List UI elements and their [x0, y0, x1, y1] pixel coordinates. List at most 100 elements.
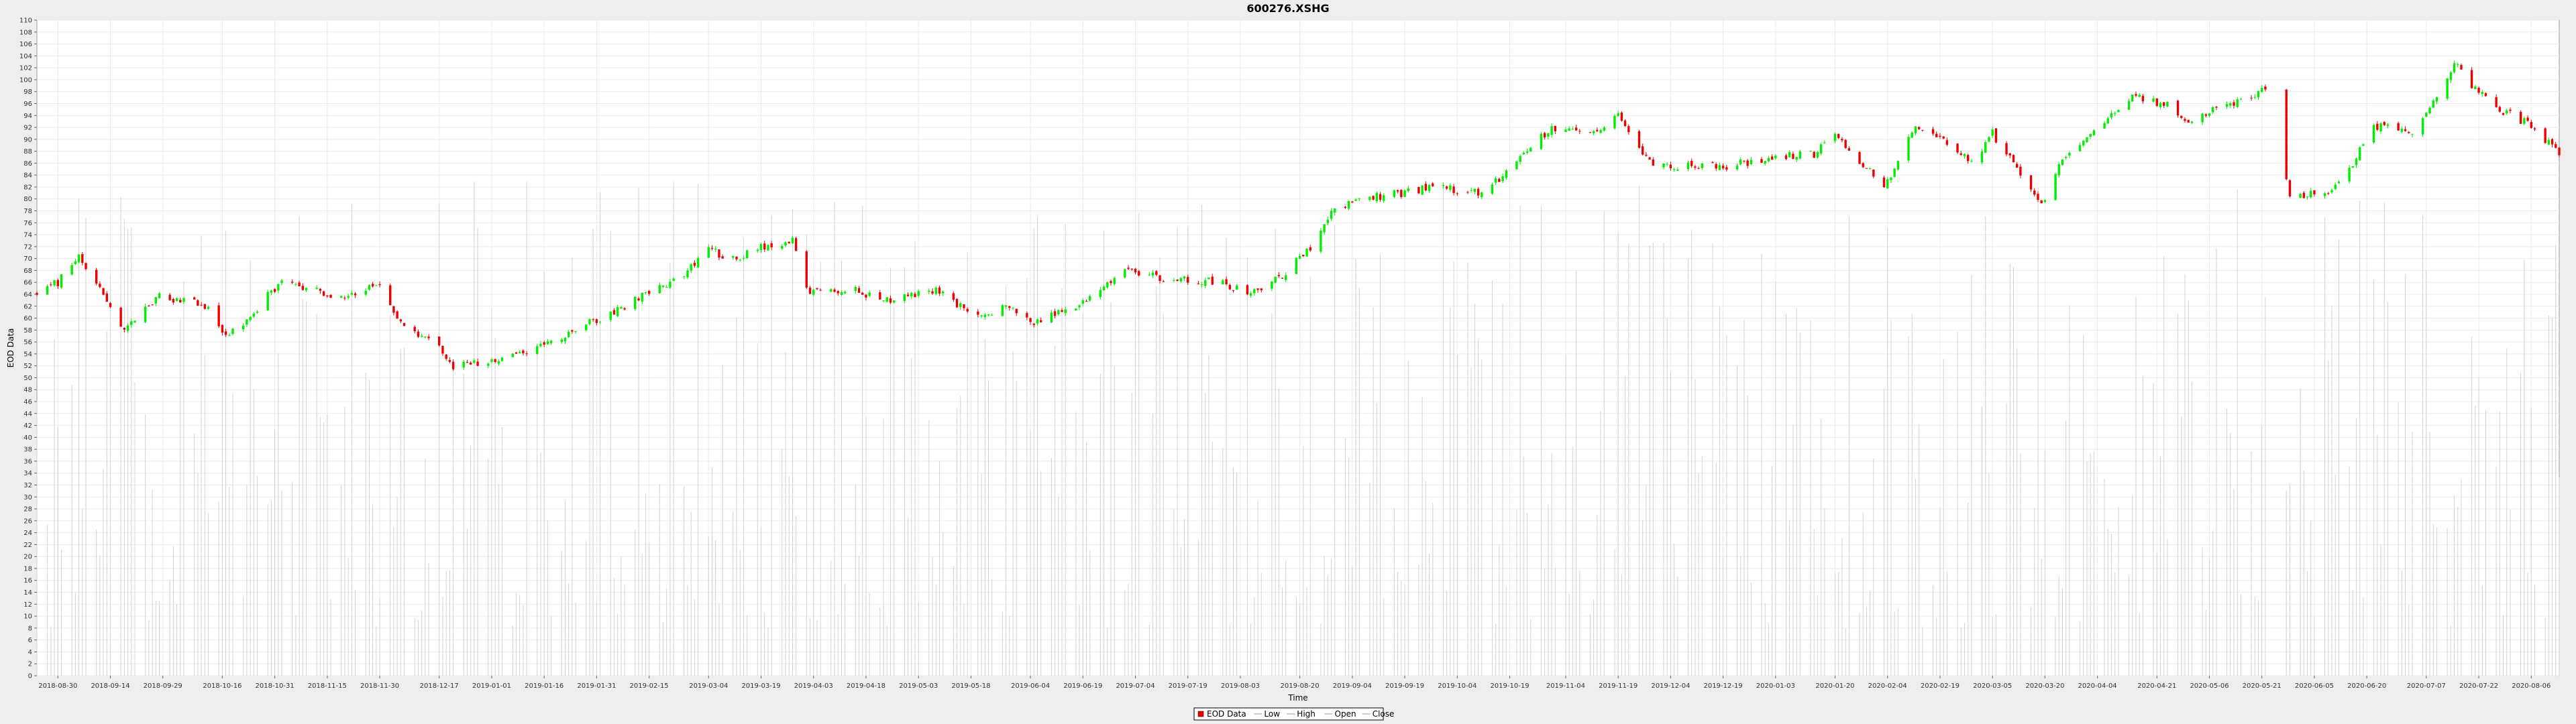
x-tick-label: 2018-10-16	[203, 682, 241, 690]
candle	[2233, 99, 2235, 109]
candle	[669, 278, 672, 289]
x-tick-label: 2020-08-06	[2512, 682, 2551, 690]
svg-text:EOD Data: EOD Data	[1207, 709, 1246, 719]
candle	[109, 302, 112, 308]
candle	[879, 290, 881, 300]
candle	[2135, 91, 2137, 98]
candle	[1078, 304, 1081, 310]
candle	[865, 294, 867, 301]
candle	[2495, 94, 2498, 108]
candle	[2127, 99, 2131, 111]
candle	[710, 245, 714, 251]
candle	[1862, 162, 1864, 168]
chart-title: 600276.XSHG	[1246, 2, 1329, 15]
candle	[200, 302, 203, 306]
x-tick-label: 2018-08-30	[38, 682, 77, 690]
candle	[1057, 309, 1060, 316]
candle	[1236, 284, 1238, 290]
candle	[487, 362, 490, 369]
candle	[319, 288, 322, 294]
candle	[2239, 97, 2243, 101]
candles	[36, 60, 2561, 371]
candle	[343, 295, 346, 301]
svg-text:Close: Close	[1373, 709, 1395, 719]
candle	[2313, 190, 2316, 197]
candle	[683, 276, 686, 280]
candle	[158, 292, 161, 299]
candle	[1890, 176, 1892, 184]
candle	[620, 306, 623, 310]
candle	[1222, 278, 1224, 285]
candle	[1568, 125, 1570, 131]
x-tick-label: 2020-02-19	[1921, 682, 1960, 690]
candle	[1917, 126, 1921, 130]
candle	[1320, 227, 1322, 254]
candle	[718, 249, 720, 261]
x-tick-label: 2020-05-21	[2243, 682, 2282, 690]
candle	[1641, 143, 1644, 156]
candle	[364, 288, 367, 296]
x-tick-label: 2019-10-19	[1490, 682, 1529, 690]
y-tick-label: 18	[23, 565, 32, 572]
candle	[1208, 277, 1210, 280]
candle	[1383, 192, 1385, 203]
y-tick-label: 48	[23, 387, 32, 394]
candle	[1942, 135, 1945, 139]
candle	[368, 284, 371, 292]
candle	[2163, 101, 2165, 108]
candle	[1491, 182, 1494, 195]
candle	[2288, 179, 2292, 198]
candle	[2404, 126, 2407, 132]
candle	[2215, 105, 2218, 111]
candle	[1960, 150, 1962, 156]
candle	[732, 255, 735, 260]
x-tick-label: 2019-10-04	[1438, 682, 1477, 690]
candle	[868, 290, 871, 298]
x-tick-label: 2020-05-06	[2190, 682, 2229, 690]
candle	[1089, 294, 1091, 302]
candle	[2005, 141, 2008, 157]
x-axis-label: Time	[1287, 693, 1307, 703]
y-tick-label: 28	[23, 506, 32, 514]
candle	[1980, 148, 1984, 164]
candle	[2015, 162, 2019, 168]
y-tick-label: 56	[23, 339, 32, 347]
candle	[1179, 277, 1182, 284]
candle	[2155, 98, 2158, 107]
candle	[1379, 192, 1382, 202]
candle	[882, 300, 885, 303]
candle	[931, 288, 934, 296]
candle	[805, 249, 808, 290]
candle	[497, 359, 500, 366]
x-tick-label: 2018-11-15	[308, 682, 347, 690]
candle	[402, 322, 406, 326]
candle	[511, 353, 514, 358]
candle	[207, 305, 210, 310]
candle	[1841, 137, 1843, 143]
candle	[172, 298, 175, 305]
x-tick-label: 2019-04-03	[794, 682, 833, 690]
candle	[1260, 288, 1263, 293]
candle	[256, 310, 259, 314]
candle	[1326, 217, 1330, 225]
candle	[735, 256, 738, 261]
candle	[224, 328, 227, 337]
candle	[53, 280, 56, 287]
candle	[1988, 135, 1990, 143]
candle	[1113, 276, 1116, 286]
candle	[518, 350, 521, 354]
candle	[1081, 298, 1084, 306]
candle	[126, 323, 129, 333]
candle	[130, 318, 133, 328]
candle	[2204, 113, 2207, 118]
y-tick-label: 90	[23, 136, 32, 143]
candle	[476, 358, 479, 367]
candle	[1200, 282, 1203, 288]
y-tick-label: 22	[23, 542, 32, 549]
candle	[60, 274, 63, 289]
candle	[2201, 112, 2204, 125]
candle	[144, 303, 147, 324]
candle	[959, 301, 962, 310]
candle	[816, 288, 818, 290]
